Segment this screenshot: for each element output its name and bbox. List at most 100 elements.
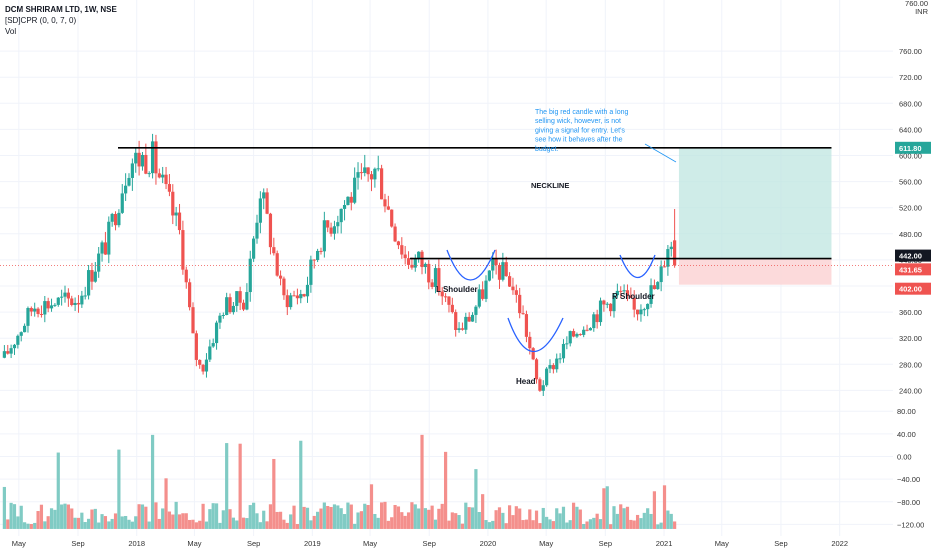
candle-body [188,282,192,308]
candle-body [9,348,13,354]
volume-bar [150,434,155,529]
volume-bar [144,506,148,529]
candle-body [235,291,239,306]
volume-bar [164,478,168,529]
long-position-zones [678,147,832,285]
candle-body [29,308,33,312]
candle-body [406,258,411,265]
candle-body [635,309,640,315]
volume-bar [518,508,522,529]
candle-body [103,242,108,255]
candle-body [487,270,491,281]
volume-bar [252,502,256,529]
volume-bar [235,520,239,529]
indicator-label[interactable]: [SD]CPR (0, 0, 7, 0) [5,16,77,25]
volume-bar [514,506,518,529]
price-tick-label: 760.00 [899,47,922,56]
price-tick-label: 560.00 [899,178,922,187]
time-tick-label: 2020 [480,539,497,548]
volume-bar [289,514,293,529]
price-tick-label: 480.00 [899,230,922,239]
candle-body [198,359,202,365]
candle-body [70,298,74,306]
candle-body [491,258,495,271]
volume-bars [2,434,677,529]
candle-body [642,309,646,311]
candle-body [484,280,488,299]
volume-bar [181,513,185,529]
volume-bar [268,504,273,529]
candle-body [154,141,158,174]
volume-bar [204,521,209,529]
price-label-box [895,141,931,154]
candle-body [174,212,178,216]
volume-bar [622,508,626,529]
volume-bar [93,508,97,529]
candle-body [518,294,522,314]
candle-body [646,303,650,310]
candle-body [124,185,128,194]
price-tick-label: 680.00 [899,99,922,108]
time-axis[interactable]: May Sep 2018 May Sep 2019 May Sep 2020 May Sep 2021… [12,539,848,548]
candle-body [400,245,404,255]
volume-bar [19,505,23,529]
candle-body [437,268,441,292]
volume-bar [265,521,269,529]
candle-body [43,301,47,315]
candle-body [46,301,50,309]
volume-bar [326,505,330,529]
volume-label[interactable]: Vol [5,27,17,36]
volume-bar [161,508,165,529]
candle-body [571,331,576,337]
candle-body [413,258,417,268]
candle-body [194,333,198,360]
symbol-title[interactable]: DCM SHRIRAM LTD, 1W, NSE [5,5,117,14]
volume-bar [625,506,630,529]
candle-body [423,263,427,268]
volume-tick-label: 80.00 [897,407,916,416]
volume-bar [12,504,17,529]
volume-bar [188,519,192,529]
volume-bar [363,503,367,529]
volume-bar [642,512,646,529]
price-tick-label: 600.00 [899,152,922,161]
candle-body [403,254,407,259]
candle-body [551,365,555,370]
price-label-box [895,249,931,262]
price-tick-label: 240.00 [899,386,922,395]
price-tick-label: 520.00 [899,204,922,213]
callout-arrow [644,143,677,163]
volume-bar [443,451,448,529]
candle-body [238,291,242,303]
candle-body [130,163,134,178]
volume-bar [380,502,384,529]
volume-bar [171,514,175,529]
volume-bar [201,503,205,529]
currency-label: 760.00 INR [905,0,928,16]
right-shoulder-curve [619,254,656,278]
price-candles[interactable] [2,133,677,396]
candle-body [39,313,44,315]
candle-body [252,238,256,259]
volume-bar [423,508,427,529]
volume-bar [292,505,296,529]
candle-body [555,358,559,370]
candle-body [417,251,421,259]
candle-body [494,258,498,266]
volume-bar [383,501,387,529]
volume-bar [595,513,599,529]
candle-body [295,295,300,299]
candle-body [302,294,306,297]
candle-body [319,250,323,252]
volume-bar [43,521,47,529]
volume-bar [221,510,225,529]
candle-body [278,275,283,279]
volume-bar [568,520,572,529]
time-tick-label: 2022 [831,539,848,548]
volume-bar [113,513,118,529]
candle-body [289,295,293,308]
candle-body [396,241,401,246]
volume-bar [548,519,552,529]
volume-bar [134,516,138,529]
